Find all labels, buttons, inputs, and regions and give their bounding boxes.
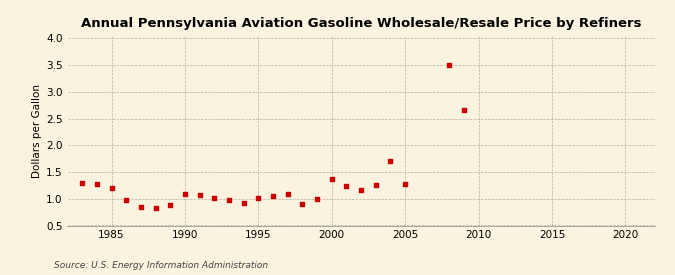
Point <box>106 186 117 190</box>
Point <box>180 192 190 196</box>
Point <box>91 182 102 186</box>
Point <box>400 182 410 186</box>
Point <box>165 203 176 207</box>
Point <box>312 197 323 201</box>
Point <box>443 62 454 67</box>
Point <box>385 159 396 164</box>
Point <box>136 205 146 210</box>
Point <box>194 193 205 197</box>
Point <box>371 183 381 187</box>
Point <box>341 184 352 188</box>
Point <box>253 196 264 200</box>
Point <box>356 188 367 192</box>
Point <box>267 193 278 198</box>
Point <box>77 181 88 185</box>
Y-axis label: Dollars per Gallon: Dollars per Gallon <box>32 84 42 178</box>
Point <box>150 206 161 210</box>
Point <box>223 198 234 203</box>
Point <box>326 177 337 181</box>
Text: Source: U.S. Energy Information Administration: Source: U.S. Energy Information Administ… <box>54 260 268 270</box>
Point <box>121 198 132 202</box>
Title: Annual Pennsylvania Aviation Gasoline Wholesale/Resale Price by Refiners: Annual Pennsylvania Aviation Gasoline Wh… <box>81 17 641 31</box>
Point <box>297 201 308 206</box>
Point <box>238 201 249 205</box>
Point <box>282 192 293 197</box>
Point <box>209 196 219 200</box>
Point <box>458 107 469 112</box>
